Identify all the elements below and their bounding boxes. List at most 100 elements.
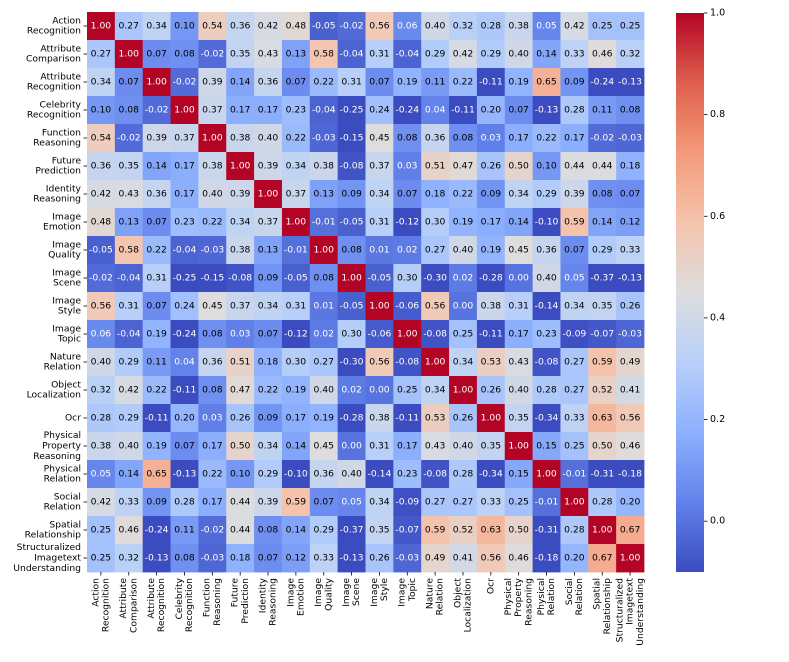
heatmap-cell-18-11	[393, 516, 422, 545]
cell-value-label: 0.00	[369, 385, 390, 396]
heatmap-cell-10-15	[504, 292, 533, 321]
cell-value-label: -0.13	[535, 105, 559, 116]
cell-value-label: 1.00	[146, 77, 167, 88]
heatmap-cell-18-9	[337, 516, 366, 545]
cell-value-label: 0.35	[592, 301, 613, 312]
heatmap-cell-5-12	[421, 152, 450, 181]
heatmap-cell-1-15	[504, 40, 533, 69]
cell-value-label: -0.01	[284, 245, 308, 256]
heatmap-cell-14-7	[281, 404, 311, 433]
heatmap-cell-16-11	[393, 460, 422, 489]
heatmap-cell-18-7	[281, 516, 311, 545]
heatmap-cell-2-4	[198, 68, 227, 97]
heatmap-cell-16-7	[281, 460, 311, 489]
cell-value-label: 0.25	[620, 21, 641, 32]
heatmap-cell-7-4	[198, 208, 227, 237]
cell-value-label: 0.37	[258, 217, 279, 228]
cell-value-label: 0.33	[481, 497, 502, 508]
column-tick-label: AttributeRecognition	[146, 578, 167, 632]
column-tick-label: ActionRecognition	[90, 578, 111, 632]
cell-value-label: 0.28	[453, 469, 474, 480]
cell-value-label: 0.08	[620, 105, 641, 116]
cell-value-label: 0.40	[508, 49, 529, 60]
cell-value-label: 0.56	[369, 21, 390, 32]
heatmap-cell-4-8	[309, 124, 339, 153]
cell-value-label: 0.34	[286, 161, 307, 172]
cell-value-label: 0.56	[369, 357, 390, 368]
cell-value-label: 0.33	[313, 553, 334, 564]
cell-value-label: -0.15	[200, 273, 224, 284]
heatmap-cell-4-1	[114, 124, 144, 153]
cell-value-label: 0.00	[453, 301, 474, 312]
heatmap-cell-5-3	[170, 152, 199, 181]
heatmap-cell-10-7	[281, 292, 311, 321]
colorbar-tick-label: 1.0	[710, 8, 725, 19]
cell-value-label: -0.04	[173, 245, 197, 256]
heatmap-cell-18-6	[254, 516, 283, 545]
heatmap-cell-6-19	[616, 180, 645, 209]
column-tick-label-group: SpatialRelationship	[592, 578, 613, 635]
heatmap-cell-16-18	[588, 460, 617, 489]
cell-value-label: 0.10	[536, 161, 557, 172]
cell-value-label: 0.34	[369, 497, 390, 508]
heatmap-cell-17-7	[281, 488, 311, 517]
heatmap-cell-4-12	[421, 124, 450, 153]
column-tick-label-group: FuturePrediction	[230, 578, 251, 624]
row-tick-label: Action Recognition	[27, 15, 81, 36]
cell-value-label: 0.17	[202, 497, 223, 508]
cell-value-label: 0.20	[481, 105, 502, 116]
cell-value-label: -0.09	[562, 329, 586, 340]
cell-value-label: 0.01	[313, 301, 333, 312]
cell-value-label: -0.11	[479, 329, 503, 340]
cell-value-label: 0.30	[286, 357, 307, 368]
heatmap-cell-4-17	[560, 124, 589, 153]
cell-value-label: 0.43	[258, 49, 279, 60]
cell-value-label: 0.09	[481, 189, 502, 200]
heatmap-cell-19-16	[532, 544, 561, 573]
cell-value-label: 0.08	[174, 553, 195, 564]
heatmap-cell-6-6	[254, 180, 283, 209]
cell-value-label: -0.04	[312, 105, 336, 116]
heatmap-cell-9-6	[254, 264, 283, 293]
column-tick-label-group: PhysicalPropertyReasoning	[503, 577, 534, 625]
cell-value-label: -0.24	[173, 329, 197, 340]
heatmap-cell-16-3	[170, 460, 199, 489]
cell-value-label: 0.27	[425, 497, 446, 508]
cell-value-label: -0.37	[340, 525, 364, 536]
heatmap-cell-5-0	[87, 152, 116, 181]
cell-value-label: 0.09	[564, 77, 585, 88]
cell-value-label: 0.07	[258, 329, 279, 340]
cell-value-label: -0.14	[535, 301, 559, 312]
heatmap-cell-11-11	[393, 320, 422, 349]
column-tick-label-group: ImageTopic	[397, 578, 418, 607]
heatmap-cell-14-6	[254, 404, 283, 433]
cell-value-label: 0.42	[91, 497, 111, 508]
cell-value-label: 0.40	[425, 21, 446, 32]
cell-value-label: 0.08	[453, 133, 474, 144]
cell-value-label: -0.31	[590, 469, 614, 480]
heatmap-cell-18-18	[588, 516, 617, 545]
heatmap-cell-3-7	[281, 96, 311, 125]
cell-value-label: 0.38	[508, 21, 529, 32]
heatmap-cell-5-4	[198, 152, 227, 181]
heatmap-cell-11-19	[616, 320, 645, 349]
heatmap-cell-15-14	[476, 432, 506, 461]
heatmap-cell-15-17	[560, 432, 589, 461]
cell-value-label: -0.11	[173, 385, 197, 396]
heatmap-cell-15-12	[421, 432, 450, 461]
cell-value-label: -0.04	[395, 49, 419, 60]
cell-value-label: 0.44	[230, 497, 251, 508]
cell-value-label: 0.07	[146, 301, 167, 312]
cell-value-label: 0.38	[313, 161, 334, 172]
cell-value-label: 0.05	[536, 21, 557, 32]
cell-value-label: 0.35	[230, 49, 251, 60]
heatmap-cell-15-10	[365, 432, 394, 461]
column-tick-label: CelebrityRecognition	[174, 577, 195, 632]
heatmap-cell-13-19	[616, 376, 645, 405]
heatmap-cell-8-16	[532, 236, 561, 265]
cell-value-label: 0.02	[453, 273, 473, 284]
heatmap-cell-17-11	[393, 488, 422, 517]
heatmap-cell-4-2	[142, 124, 171, 153]
cell-value-label: 0.37	[174, 133, 195, 144]
cell-value-label: 0.25	[397, 385, 418, 396]
